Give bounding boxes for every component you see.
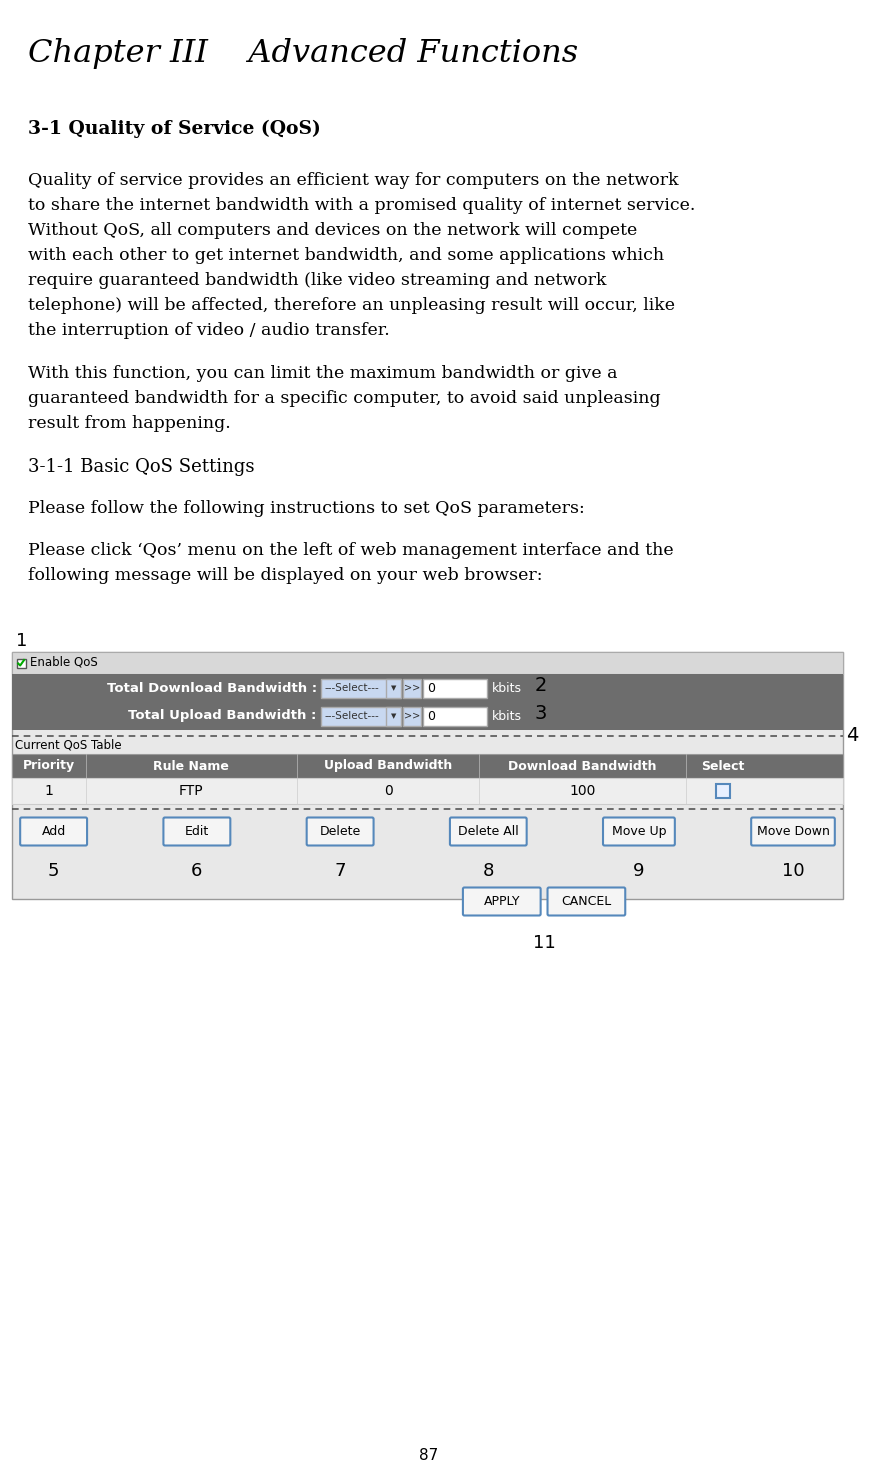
Text: Select: Select	[701, 760, 745, 773]
FancyBboxPatch shape	[548, 888, 625, 916]
Text: 3: 3	[534, 704, 547, 723]
Text: FTP: FTP	[179, 785, 204, 798]
Text: 6: 6	[192, 863, 203, 880]
Text: Delete: Delete	[320, 824, 361, 838]
Text: 0: 0	[427, 682, 435, 695]
Text: Delete All: Delete All	[458, 824, 518, 838]
Bar	[12, 652, 843, 674]
Bar	[386, 707, 402, 726]
Text: ▼: ▼	[391, 712, 396, 718]
Bar	[12, 779, 843, 804]
Text: Rule Name: Rule Name	[153, 760, 229, 773]
Text: Chapter III    Advanced Functions: Chapter III Advanced Functions	[28, 38, 577, 69]
Bar	[423, 679, 487, 698]
FancyBboxPatch shape	[450, 817, 527, 845]
Text: Please follow the following instructions to set QoS parameters:: Please follow the following instructions…	[28, 500, 584, 517]
Text: Enable QoS: Enable QoS	[30, 655, 98, 668]
Text: following message will be displayed on your web browser:: following message will be displayed on y…	[28, 567, 542, 584]
Text: Edit: Edit	[185, 824, 209, 838]
Bar	[12, 754, 843, 779]
Text: ---Select---: ---Select---	[325, 711, 380, 721]
Text: ▼: ▼	[391, 684, 396, 690]
Text: 0: 0	[427, 710, 435, 723]
Text: ---Select---: ---Select---	[325, 683, 380, 693]
Text: Upload Bandwidth: Upload Bandwidth	[324, 760, 452, 773]
Bar	[17, 658, 25, 667]
Text: telephone) will be affected, therefore an unpleasing result will occur, like: telephone) will be affected, therefore a…	[28, 297, 674, 314]
Bar	[12, 702, 843, 730]
Text: Current QoS Table: Current QoS Table	[15, 739, 121, 752]
Text: >>: >>	[404, 683, 421, 693]
Text: APPLY: APPLY	[483, 895, 520, 908]
FancyBboxPatch shape	[463, 888, 541, 916]
Text: kbits: kbits	[492, 710, 522, 723]
Text: 9: 9	[633, 863, 645, 880]
Text: the interruption of video / audio transfer.: the interruption of video / audio transf…	[28, 322, 389, 339]
Text: 87: 87	[419, 1448, 438, 1463]
Bar	[12, 652, 843, 899]
FancyBboxPatch shape	[20, 817, 87, 845]
Text: Download Bandwidth: Download Bandwidth	[508, 760, 657, 773]
Text: With this function, you can limit the maximum bandwidth or give a: With this function, you can limit the ma…	[28, 365, 617, 383]
Bar	[321, 707, 402, 726]
Text: Quality of service provides an efficient way for computers on the network: Quality of service provides an efficient…	[28, 172, 679, 188]
Bar	[423, 707, 487, 726]
Text: 1: 1	[44, 785, 53, 798]
Text: 100: 100	[570, 785, 596, 798]
Bar	[716, 785, 730, 798]
Text: 2: 2	[534, 676, 547, 695]
Text: Priority: Priority	[23, 760, 75, 773]
Bar	[403, 707, 421, 726]
FancyBboxPatch shape	[751, 817, 834, 845]
Bar	[403, 679, 421, 698]
Text: result from happening.: result from happening.	[28, 415, 230, 431]
Text: with each other to get internet bandwidth, and some applications which: with each other to get internet bandwidt…	[28, 247, 664, 263]
FancyBboxPatch shape	[164, 817, 230, 845]
Text: 11: 11	[533, 935, 556, 952]
Text: Total Download Bandwidth :: Total Download Bandwidth :	[106, 682, 317, 695]
Text: 3-1-1 Basic QoS Settings: 3-1-1 Basic QoS Settings	[28, 458, 254, 475]
Bar	[386, 679, 402, 698]
Text: >>: >>	[404, 711, 421, 721]
Bar	[321, 679, 402, 698]
Text: Please click ‘Qos’ menu on the left of web management interface and the: Please click ‘Qos’ menu on the left of w…	[28, 542, 673, 559]
Text: Move Down: Move Down	[757, 824, 829, 838]
Text: Without QoS, all computers and devices on the network will compete: Without QoS, all computers and devices o…	[28, 222, 637, 238]
Text: require guaranteed bandwidth (like video streaming and network: require guaranteed bandwidth (like video…	[28, 272, 606, 289]
Text: guaranteed bandwidth for a specific computer, to avoid said unpleasing: guaranteed bandwidth for a specific comp…	[28, 390, 660, 406]
Text: 0: 0	[384, 785, 393, 798]
Text: Move Up: Move Up	[611, 824, 666, 838]
Text: 8: 8	[483, 863, 494, 880]
Text: Total Upload Bandwidth :: Total Upload Bandwidth :	[128, 710, 317, 723]
Text: Add: Add	[42, 824, 65, 838]
Text: kbits: kbits	[492, 682, 522, 695]
Text: 1: 1	[16, 631, 27, 651]
Text: 4: 4	[846, 726, 859, 745]
FancyBboxPatch shape	[307, 817, 374, 845]
Text: CANCEL: CANCEL	[561, 895, 611, 908]
Text: 5: 5	[48, 863, 59, 880]
Text: 7: 7	[334, 863, 346, 880]
Text: 3-1 Quality of Service (QoS): 3-1 Quality of Service (QoS)	[28, 121, 321, 138]
Text: 10: 10	[781, 863, 804, 880]
FancyBboxPatch shape	[603, 817, 675, 845]
Text: to share the internet bandwidth with a promised quality of internet service.: to share the internet bandwidth with a p…	[28, 197, 695, 213]
Bar	[12, 674, 843, 702]
